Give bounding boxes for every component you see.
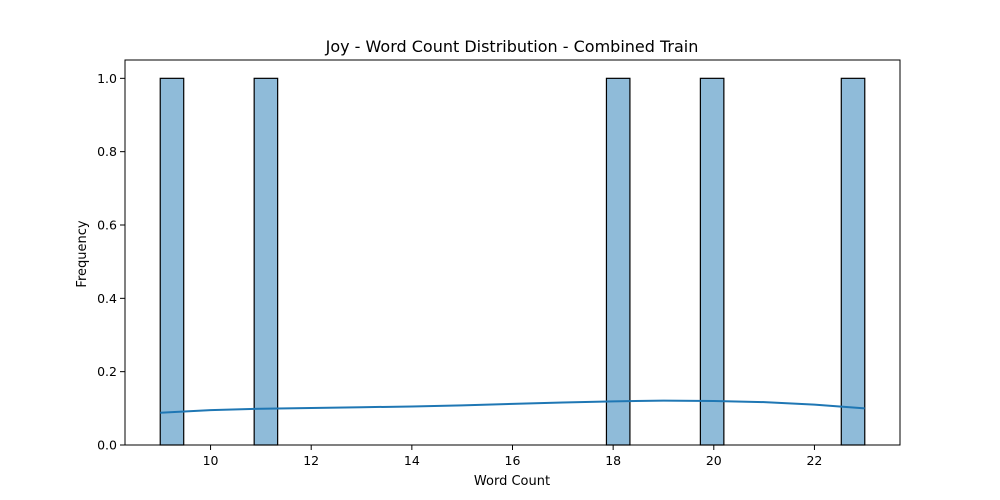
y-tick-label: 0.6 — [97, 218, 117, 233]
y-tick-label: 1.0 — [97, 71, 117, 86]
x-axis-ticks: 10 12 14 16 18 20 22 — [203, 445, 822, 468]
histogram-bar — [159, 77, 185, 446]
kde-curve — [160, 399, 865, 414]
histogram-bar — [840, 77, 866, 446]
y-tick-label: 0.8 — [97, 144, 117, 159]
y-tick-label: 0.2 — [97, 364, 117, 379]
x-axis-label: Word Count — [474, 474, 550, 489]
plot-frame — [124, 59, 901, 446]
x-tick-label: 20 — [706, 453, 722, 468]
x-tick-label: 12 — [303, 453, 319, 468]
x-tick-label: 14 — [404, 453, 420, 468]
y-axis-label: Frequency — [75, 220, 90, 287]
histogram-bar — [605, 77, 631, 446]
x-tick-label: 22 — [806, 453, 822, 468]
chart-title: Joy - Word Count Distribution - Combined… — [325, 37, 699, 56]
y-tick-label: 0.0 — [97, 438, 117, 453]
y-tick-label: 0.4 — [97, 291, 117, 306]
x-tick-label: 10 — [203, 453, 219, 468]
x-tick-label: 18 — [605, 453, 621, 468]
x-tick-label: 16 — [505, 453, 521, 468]
y-axis-ticks: 0.0 0.2 0.4 0.6 0.8 1.0 — [97, 71, 125, 453]
histogram-bar — [699, 77, 725, 446]
histogram-bar — [253, 77, 279, 446]
bars-group — [159, 77, 866, 446]
